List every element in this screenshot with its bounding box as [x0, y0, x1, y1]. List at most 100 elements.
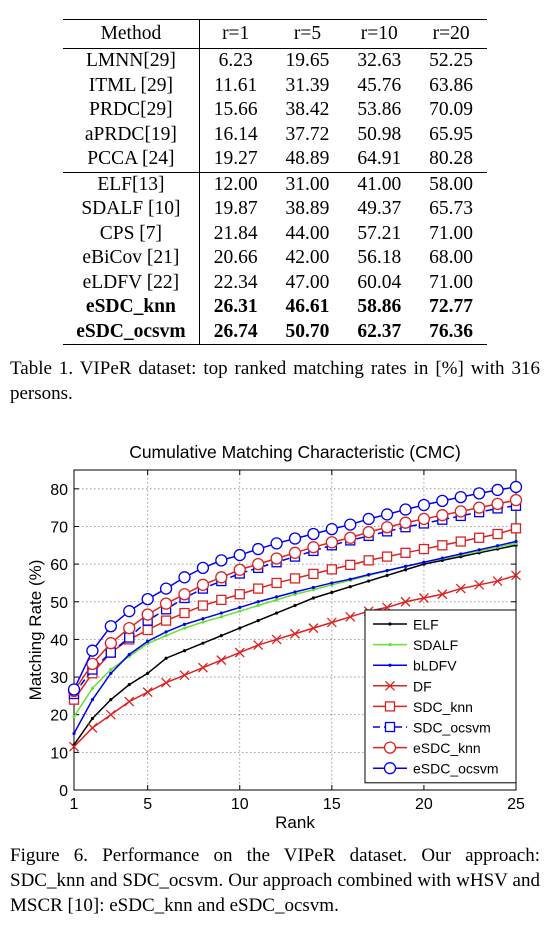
marker-stroke: [216, 655, 227, 666]
marker-stroke: [197, 662, 208, 673]
y-tick-label: 60: [50, 557, 68, 574]
data-point: [399, 503, 412, 516]
rate-cell: 56.18: [357, 247, 402, 268]
data-point: [105, 647, 116, 658]
rate-cell: 57.21: [357, 222, 402, 244]
data-point: [514, 539, 518, 544]
x-tick-label: 10: [231, 796, 249, 813]
data-point: [233, 563, 246, 576]
data-point: [422, 560, 426, 564]
rate-cell: 19.65: [285, 50, 330, 71]
rate-cell: 16.14: [213, 123, 258, 145]
data-point: [182, 649, 187, 653]
data-point: [271, 634, 282, 645]
data-point: [179, 607, 190, 619]
data-point: [325, 536, 338, 549]
rate-cell: 15.66: [213, 99, 258, 120]
data-point: [381, 551, 393, 562]
rate-cell: 12.00: [199, 171, 272, 197]
data-point: [141, 592, 154, 606]
marker-stroke: [400, 596, 411, 607]
data-point: [344, 531, 357, 544]
method-cell: ITML [29]: [63, 73, 200, 98]
header-r5: r=5: [293, 23, 322, 44]
data-point: [511, 570, 521, 581]
data-point: [146, 639, 150, 643]
data-point: [326, 617, 337, 628]
data-point: [363, 555, 374, 566]
rate-cell: 42.00: [285, 247, 330, 268]
rate-cell: 21.84: [213, 222, 258, 244]
table-row: PRDC[29] 15.66 38.42 53.86 70.09: [63, 98, 487, 123]
legend-label: bLDFV: [413, 658, 457, 674]
rate-cell: 31.39: [285, 74, 330, 96]
marker-stroke: [455, 583, 466, 594]
data-point: [197, 662, 208, 673]
data-point: [311, 585, 316, 590]
marker-stroke: [142, 687, 153, 698]
header-r20: r=20: [432, 23, 470, 44]
data-point: [234, 589, 245, 600]
marker-stroke: [326, 617, 337, 628]
x-tick-label: 5: [143, 796, 152, 813]
marker-stroke: [69, 741, 79, 752]
data-point: [142, 687, 153, 698]
rate-cell: 65.73: [429, 198, 474, 219]
data-point: [367, 573, 371, 577]
x-tick-label: 20: [415, 796, 433, 813]
header-r1: r=1: [222, 23, 250, 44]
data-point: [380, 508, 394, 521]
rate-cell: 19.27: [213, 148, 258, 169]
table-row: eSDC_ocsvm 26.74 50.70 62.37 76.36: [63, 319, 487, 345]
marker-stroke: [253, 640, 264, 651]
legend-label: ELF: [413, 617, 439, 633]
data-point: [197, 600, 209, 611]
rate-cell: 32.63: [357, 50, 402, 71]
data-point: [123, 605, 136, 618]
data-point: [491, 497, 504, 511]
data-point: [290, 628, 300, 639]
data-point: [367, 579, 371, 583]
data-point: [196, 561, 210, 575]
legend-marker: [383, 762, 397, 775]
rate-cell: 58.00: [415, 171, 487, 197]
table-row: PCCA [24] 19.27 48.89 64.91 80.28: [63, 147, 487, 172]
data-point: [473, 487, 486, 500]
legend: ELF SDALF bLDFV DF SDC_knn SDC_ocsvm eSDC_knne…: [364, 609, 517, 784]
table-row: LMNN[29] 6.23 19.65 32.63 52.25: [63, 48, 487, 74]
data-point: [141, 608, 154, 621]
rate-cell: 63.86: [429, 74, 474, 96]
rate-cell: 44.00: [285, 222, 330, 244]
rate-cell: 45.76: [357, 74, 402, 96]
figure-caption: Figure 6. Performance on the VIPeR datas…: [10, 845, 540, 916]
data-point: [400, 596, 411, 607]
data-point: [233, 548, 246, 562]
rate-cell: 19.87: [213, 198, 258, 219]
data-point: [146, 671, 150, 675]
data-point: [127, 682, 131, 687]
rate-cell: 26.74: [199, 319, 272, 345]
data-point: [330, 581, 334, 585]
rate-cell: 65.95: [429, 123, 474, 145]
rate-cell: 68.00: [429, 247, 474, 268]
data-point: [219, 615, 223, 619]
y-tick-label: 40: [50, 632, 68, 649]
data-point: [252, 557, 265, 571]
data-point: [104, 637, 117, 650]
data-point: [216, 594, 227, 606]
rate-cell: 76.36: [415, 319, 487, 345]
y-tick-label: 0: [59, 783, 68, 800]
data-point: [348, 585, 352, 589]
data-point: [437, 540, 448, 551]
marker-stroke: [271, 634, 282, 645]
rate-cell: 41.00: [343, 171, 416, 197]
data-point: [270, 552, 283, 565]
marker-stroke: [345, 611, 356, 622]
data-point: [436, 509, 449, 522]
rate-cell: 47.00: [285, 271, 330, 293]
data-point: [417, 498, 431, 512]
data-point: [274, 595, 279, 599]
data-point: [330, 590, 334, 594]
data-point: [403, 564, 408, 568]
data-point: [362, 512, 375, 526]
